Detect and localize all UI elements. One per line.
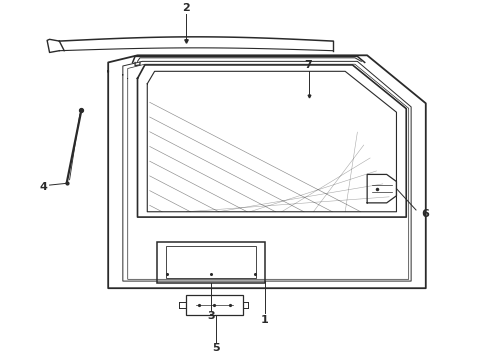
Text: 6: 6 — [421, 208, 429, 219]
Text: 3: 3 — [207, 311, 215, 321]
Text: 2: 2 — [182, 3, 190, 13]
Text: 7: 7 — [305, 59, 313, 69]
Text: 4: 4 — [39, 182, 47, 192]
Text: 5: 5 — [212, 343, 220, 353]
Text: 1: 1 — [261, 315, 269, 325]
